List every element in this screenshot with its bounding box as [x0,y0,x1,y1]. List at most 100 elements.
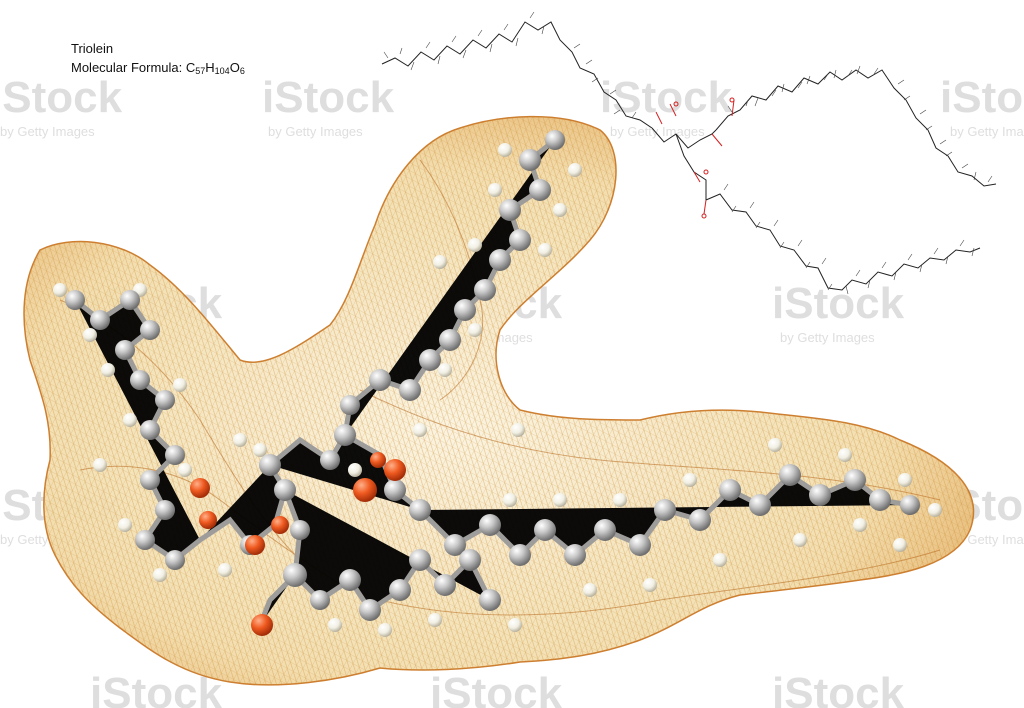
carbon-atom [474,279,496,301]
hydrogen-atom [838,448,852,462]
hydrogen-atom [498,143,512,157]
molecule-name: Triolein [71,41,114,56]
hydrogen-atom [101,363,115,377]
carbon-atom [340,395,360,415]
carbon-atom [135,530,155,550]
oxygen-atom [353,478,377,502]
carbon-atom [779,464,801,486]
carbon-atom [274,479,296,501]
watermark: iStock [430,669,563,708]
watermark-tagline: by Getty Images [268,124,363,139]
skeletal-glycerol-2 [675,133,707,200]
watermark-tagline: by Getty Images [780,330,875,345]
hydrogen-atom [413,423,427,437]
watermark-tagline: by Getty Images [610,124,705,139]
hydrogen-atom [538,243,552,257]
hydrogen-atom [378,623,392,637]
carbon-atom [65,290,85,310]
carbon-atoms [65,130,920,621]
carbon-atom [479,514,501,536]
oxygen-atom [190,478,210,498]
watermark-brand: iStock [0,73,123,122]
watermark-brand: iStock [940,73,1024,122]
carbon-atom [629,534,651,556]
carbon-atom [115,340,135,360]
carbon-atom [359,599,381,621]
carbon-atom [654,499,676,521]
hydrogen-atom [553,203,567,217]
carbon-atom [509,229,531,251]
carbon-atom [454,299,476,321]
hydrogen-atom [178,463,192,477]
watermark-brand: iStock [772,669,905,708]
hydrogen-atom [583,583,597,597]
skeletal-chain-top [381,21,653,129]
carbon-atom [509,544,531,566]
hydrogen-atom [683,473,697,487]
hydrogen-atom [93,458,107,472]
oxygen-atom [199,511,217,529]
hydrogen-atom [433,255,447,269]
formula-label: Molecular Formula: [71,60,186,75]
watermark-brand: iStock [772,279,905,328]
carbon-atom [165,445,185,465]
carbon-atom [290,520,310,540]
hydrogen-atom [928,503,942,517]
hydrogen-atom [853,518,867,532]
hydrogen-atom [793,533,807,547]
hydrogen-atom [898,473,912,487]
carbon-atom [529,179,551,201]
hydrogen-atom [83,328,97,342]
skeletal-chain-right [715,69,997,187]
hydrogen-atom [713,553,727,567]
hydrogen-atom [118,518,132,532]
hydrogen-atom [768,438,782,452]
watermark-tagline: by Getty Images [950,532,1024,547]
carbon-atom [334,424,356,446]
watermark-tagline: by Getty Images [950,124,1024,139]
carbon-atom [409,499,431,521]
hydrogen-atom [438,363,452,377]
carbon-atom [399,379,421,401]
hydrogen-atom [488,183,502,197]
caption: Triolein Molecular Formula: C57H104O6 [71,39,245,77]
carbon-atom [489,249,511,271]
carbon-atom [434,574,456,596]
carbon-atom [719,479,741,501]
carbon-atom [844,469,866,491]
hydrogen-atom [643,578,657,592]
carbon-atom [120,290,140,310]
carbon-atom [545,130,565,150]
carbon-atom [594,519,616,541]
hydrogen-atom [511,423,525,437]
hydrogen-atom [468,238,482,252]
carbon-atom [140,420,160,440]
carbon-atom [155,390,175,410]
hydrogen-atom [613,493,627,507]
oxygen-atoms [190,452,406,636]
carbon-atom [900,495,920,515]
carbon-atom [339,569,361,591]
hydrogen-atom [253,443,267,457]
carbon-atom [389,579,411,601]
hydrogen-atom [218,563,232,577]
carbon-atom [283,563,307,587]
hydrogen-atom [53,283,67,297]
carbon-atom [869,489,891,511]
carbon-atom [689,509,711,531]
carbon-atom [259,454,281,476]
carbon-atom [444,534,466,556]
hydrogen-atom [233,433,247,447]
carbon-atom [459,549,481,571]
hydrogen-atom [553,493,567,507]
hydrogen-atom [328,618,342,632]
carbon-atom [409,549,431,571]
skeletal-hydrogens [383,11,993,295]
hydrogen-atom [893,538,907,552]
carbon-atom [130,370,150,390]
carbon-atom [534,519,556,541]
hydrogen-atom [173,378,187,392]
hydrogen-atom [568,163,582,177]
skeletal-chain-bottom [705,193,981,291]
